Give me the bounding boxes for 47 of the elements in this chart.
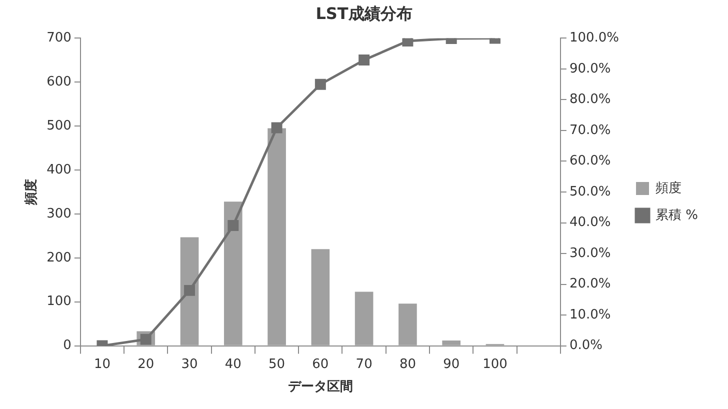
y-tick-label: 0	[63, 338, 72, 354]
x-tick-label: 70	[356, 356, 372, 372]
legend-label: 累積 %	[656, 208, 698, 223]
y2-tick-label: 90.0%	[569, 61, 611, 76]
point	[358, 54, 370, 66]
y2-tick-label: 80.0%	[569, 92, 611, 108]
legend-label: 頻度	[656, 180, 682, 196]
y-tick-label: 600	[46, 74, 72, 90]
bar	[311, 249, 330, 346]
y-tick-label: 500	[46, 118, 72, 134]
point	[184, 284, 196, 296]
bar	[224, 202, 242, 346]
y2-tick-label: 30.0%	[569, 246, 611, 261]
chart-title: LST成績分布	[316, 4, 412, 23]
x-tick-label: 60	[312, 356, 329, 372]
y-tick-label: 400	[46, 162, 72, 178]
y-tick-label: 700	[46, 30, 72, 46]
bar	[268, 128, 286, 346]
y-tick-label: 100	[46, 294, 72, 310]
y-tick-label: 300	[46, 206, 72, 222]
y2-tick-label: 20.0%	[569, 276, 611, 292]
y-axis-title: 頻度	[23, 179, 40, 206]
point	[271, 122, 282, 134]
y2-tick-label: 100.0%	[569, 30, 620, 46]
y2-tick-label: 10.0%	[569, 307, 611, 322]
bar	[398, 304, 417, 346]
y2-tick-label: 0.0%	[569, 338, 602, 354]
bar	[354, 292, 374, 346]
bar	[180, 237, 199, 346]
point	[228, 220, 239, 232]
x-tick-label: 100	[482, 356, 508, 372]
y2-tick-label: 70.0%	[569, 122, 611, 138]
x-tick-label: 20	[138, 356, 154, 372]
x-tick-label: 90	[443, 356, 460, 372]
x-tick-label: 10	[94, 356, 111, 372]
y2-tick-label: 40.0%	[569, 215, 611, 230]
x-tick-label: 40	[224, 356, 242, 372]
point	[402, 38, 414, 46]
y2-tick-label: 60.0%	[569, 154, 611, 169]
x-tick-label: 50	[268, 356, 286, 372]
x-tick-label: 80	[399, 356, 416, 372]
y2-tick-label: 50.0%	[569, 184, 611, 200]
point	[314, 78, 326, 90]
y-tick-label: 200	[46, 250, 72, 266]
x-tick-label: 30	[181, 356, 198, 372]
bar	[442, 340, 461, 346]
x-axis-title: データ区間	[288, 380, 353, 395]
